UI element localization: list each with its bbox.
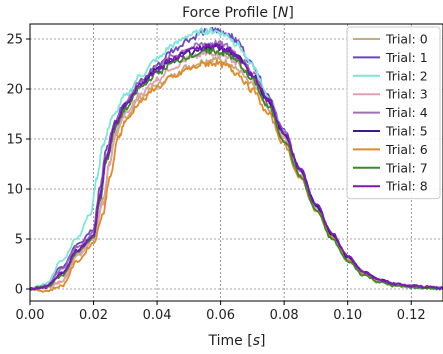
x-tick-label: 0.00: [16, 308, 45, 323]
x-tick-label: 0.08: [270, 308, 299, 323]
legend-box: [346, 26, 441, 200]
legend: Trial: 0 Trial: 1 Trial: 2 Trial: 3 Trial: 4…: [346, 26, 441, 200]
legend-label: Trial: 0: [385, 32, 428, 47]
x-tick-label: 0.06: [206, 308, 235, 323]
legend-label: Trial: 1: [385, 50, 428, 65]
tick-group: 0.00 0.02 0.04 0.06 0.08 0.10 0.12 0 5 10 15 20 25: [6, 33, 425, 324]
x-tick-label: 0.02: [79, 308, 108, 323]
y-tick-label: 0: [15, 283, 23, 298]
legend-label: Trial: 4: [385, 105, 428, 120]
legend-label: Trial: 5: [385, 124, 428, 139]
chart-title-unit: N: [278, 5, 289, 21]
legend-label: Trial: 7: [385, 160, 428, 175]
legend-label: Trial: 2: [385, 68, 428, 83]
y-tick-label: 15: [6, 133, 23, 148]
y-tick-label: 25: [6, 33, 23, 48]
x-tick-label: 0.10: [333, 308, 362, 323]
x-tick-label: 0.12: [397, 308, 426, 323]
y-tick-label: 10: [6, 183, 23, 198]
series-line-trial-8: [29, 42, 443, 291]
x-tick-label: 0.04: [143, 308, 172, 323]
x-axis-label-unit: s: [253, 333, 260, 349]
y-tick-label: 5: [15, 233, 23, 248]
legend-label: Trial: 6: [385, 142, 428, 157]
y-tick-label: 20: [6, 83, 23, 98]
chart-title: Force Profile [N]: [182, 5, 294, 21]
series-group: [29, 26, 443, 293]
axes-frame: [29, 23, 443, 302]
legend-label: Trial: 3: [385, 87, 428, 102]
legend-label: Trial: 8: [385, 179, 428, 194]
x-axis-label: Time [s]: [208, 333, 266, 349]
